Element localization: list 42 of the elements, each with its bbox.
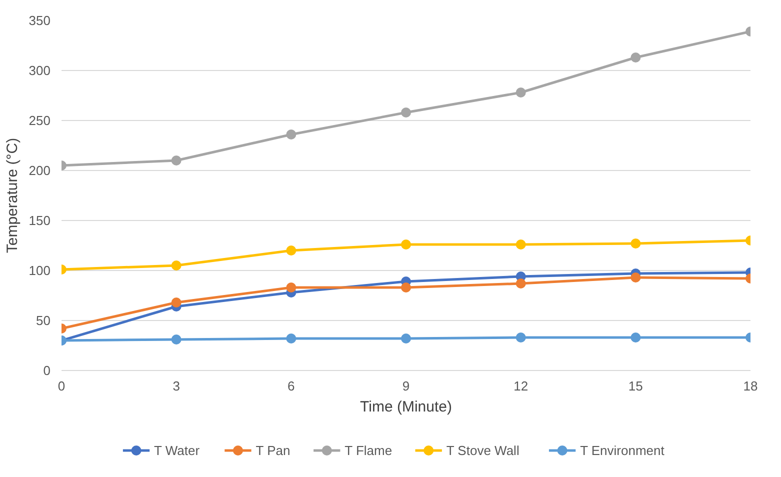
legend-label: T Stove Wall: [446, 443, 520, 458]
point: [516, 278, 526, 288]
x-tick-label: 18: [743, 378, 758, 394]
legend-label: T Water: [154, 443, 200, 458]
y-tick-label: 0: [43, 363, 51, 378]
y-tick-label: 100: [28, 263, 51, 278]
y-axis-title: Temperature (°C): [4, 138, 21, 254]
point: [516, 332, 526, 342]
point: [630, 332, 641, 342]
y-tick-label: 50: [36, 313, 51, 328]
legend-label: T Flame: [344, 443, 392, 458]
point: [286, 246, 296, 256]
point: [516, 240, 526, 250]
x-axis-title: Time (Minute): [360, 398, 452, 416]
point: [401, 108, 411, 118]
point: [401, 334, 411, 344]
y-tick-label: 350: [28, 13, 51, 28]
point: [171, 334, 182, 344]
point: [286, 130, 296, 140]
x-tick-label: 15: [628, 378, 643, 394]
y-tick-label: 200: [28, 163, 51, 178]
point: [171, 156, 182, 166]
point: [171, 260, 182, 270]
x-tick-label: 0: [58, 378, 66, 394]
legend-label: T Pan: [256, 443, 290, 458]
y-tick-label: 300: [28, 63, 51, 78]
legend-label: T Environment: [580, 443, 665, 458]
point: [630, 52, 641, 62]
x-tick-label: 12: [514, 378, 528, 394]
point: [401, 240, 411, 250]
x-tick-label: 6: [288, 378, 295, 394]
point: [286, 282, 296, 292]
point: [630, 238, 641, 248]
y-tick-label: 150: [28, 213, 51, 228]
point: [516, 88, 526, 98]
point: [286, 334, 296, 344]
point: [630, 272, 641, 282]
point: [171, 298, 182, 308]
y-tick-label: 250: [28, 113, 51, 128]
x-tick-label: 9: [402, 378, 410, 394]
point: [401, 282, 411, 292]
x-tick-label: 3: [172, 378, 180, 394]
